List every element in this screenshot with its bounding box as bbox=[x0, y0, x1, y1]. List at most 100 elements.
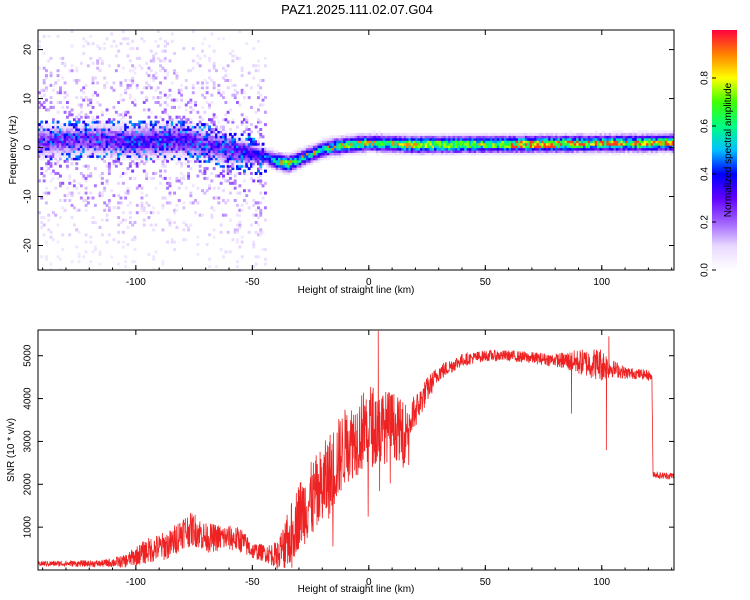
heatmap-cell bbox=[226, 137, 230, 141]
heatmap-cell bbox=[175, 115, 179, 119]
heatmap-cell bbox=[103, 147, 107, 151]
heatmap-cell bbox=[54, 81, 58, 85]
heatmap-cell bbox=[273, 150, 277, 153]
heatmap-cell bbox=[606, 142, 610, 146]
heatmap-cell bbox=[105, 128, 109, 131]
heatmap-cell bbox=[156, 128, 160, 131]
heatmap-cell bbox=[196, 132, 200, 136]
heatmap-cell bbox=[226, 135, 230, 139]
heatmap-cell bbox=[394, 152, 398, 156]
heatmap-cell bbox=[240, 152, 244, 156]
heatmap-cell bbox=[63, 152, 67, 156]
heatmap-cell bbox=[187, 157, 190, 161]
heatmap-cell bbox=[138, 120, 142, 124]
heatmap-cell bbox=[149, 157, 153, 161]
heatmap-cell bbox=[545, 147, 549, 151]
heatmap-cell bbox=[494, 137, 498, 141]
heatmap-cell bbox=[210, 216, 214, 220]
heatmap-cell bbox=[145, 81, 149, 85]
heatmap-cell bbox=[152, 76, 156, 80]
heatmap-cell bbox=[189, 130, 193, 134]
heatmap-cell bbox=[243, 91, 246, 95]
heatmap-cell bbox=[77, 142, 81, 146]
heatmap-cell bbox=[252, 203, 256, 207]
heatmap-cell bbox=[375, 132, 379, 136]
heatmap-cell bbox=[571, 132, 575, 136]
heatmap-cell bbox=[268, 159, 272, 163]
heatmap-cell bbox=[410, 145, 414, 149]
heatmap-cell bbox=[173, 147, 176, 151]
heatmap-cell bbox=[201, 157, 204, 161]
heatmap-cell bbox=[298, 159, 302, 163]
heatmap-cell bbox=[131, 79, 135, 82]
heatmap-cell bbox=[413, 152, 416, 156]
heatmap-cell bbox=[657, 130, 661, 134]
heatmap-cell bbox=[110, 32, 114, 36]
heatmap-cell bbox=[331, 147, 335, 151]
heatmap-cell bbox=[564, 150, 568, 153]
heatmap-cell bbox=[42, 145, 46, 149]
heatmap-cell bbox=[198, 132, 202, 136]
heatmap-cell bbox=[61, 76, 65, 80]
heatmap-cell bbox=[634, 137, 638, 141]
heatmap-cell bbox=[210, 128, 214, 131]
heatmap-cell bbox=[257, 118, 260, 122]
heatmap-cell bbox=[168, 125, 172, 129]
heatmap-cell bbox=[284, 172, 288, 175]
heatmap-cell bbox=[201, 93, 204, 97]
heatmap-cell bbox=[59, 91, 62, 95]
heatmap-cell bbox=[161, 110, 165, 114]
heatmap-cell bbox=[648, 142, 652, 146]
heatmap-cell bbox=[201, 42, 204, 46]
heatmap-cell bbox=[56, 159, 60, 163]
heatmap-cell bbox=[359, 150, 363, 153]
heatmap-cell bbox=[366, 147, 370, 151]
heatmap-cell bbox=[278, 162, 281, 166]
heatmap-cell bbox=[345, 137, 349, 141]
heatmap-cell bbox=[140, 125, 144, 129]
heatmap-cell bbox=[182, 128, 186, 131]
heatmap-cell bbox=[462, 140, 465, 144]
heatmap-cell bbox=[175, 147, 179, 151]
heatmap-cell bbox=[229, 135, 232, 139]
heatmap-cell bbox=[259, 174, 263, 178]
heatmap-cell bbox=[189, 159, 193, 163]
heatmap-cell bbox=[305, 147, 309, 151]
heatmap-cell bbox=[180, 150, 183, 153]
heatmap-cell bbox=[77, 140, 81, 144]
heatmap-cell bbox=[140, 208, 144, 212]
heatmap-cell bbox=[45, 152, 48, 156]
heatmap-cell bbox=[226, 169, 230, 173]
heatmap-cell bbox=[194, 159, 197, 163]
heatmap-cell bbox=[315, 157, 319, 161]
heatmap-cell bbox=[208, 233, 211, 237]
heatmap-cell bbox=[361, 152, 365, 156]
heatmap-cell bbox=[599, 135, 603, 139]
heatmap-cell bbox=[75, 66, 79, 70]
heatmap-cell bbox=[452, 132, 456, 136]
heatmap-cell bbox=[138, 123, 142, 127]
heatmap-cell bbox=[254, 145, 258, 149]
heatmap-cell bbox=[68, 157, 72, 161]
heatmap-cell bbox=[408, 132, 412, 136]
heatmap-cell bbox=[196, 243, 200, 247]
heatmap-cell bbox=[182, 174, 186, 178]
y-tick-label: 0 bbox=[23, 144, 34, 150]
heatmap-cell bbox=[142, 208, 146, 212]
heatmap-cell bbox=[224, 130, 228, 134]
heatmap-cell bbox=[394, 142, 398, 146]
heatmap-cell bbox=[194, 157, 197, 161]
heatmap-cell bbox=[205, 130, 209, 134]
heatmap-cell bbox=[40, 221, 44, 224]
heatmap-cell bbox=[452, 140, 456, 144]
heatmap-cell bbox=[457, 145, 461, 149]
heatmap-cell bbox=[634, 135, 638, 139]
heatmap-cell bbox=[420, 145, 423, 149]
heatmap-cell bbox=[555, 140, 559, 144]
heatmap-cell bbox=[40, 167, 44, 171]
heatmap-cell bbox=[166, 147, 169, 151]
heatmap-cell bbox=[585, 147, 589, 151]
heatmap-cell bbox=[140, 191, 144, 195]
heatmap-cell bbox=[54, 147, 58, 151]
heatmap-cell bbox=[417, 145, 421, 149]
